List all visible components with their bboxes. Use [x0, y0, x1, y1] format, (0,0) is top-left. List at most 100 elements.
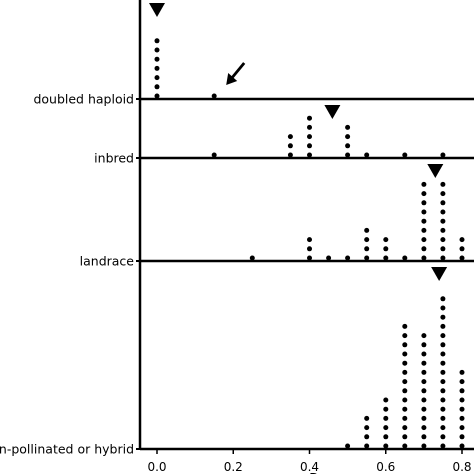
x-tick-label: 0.4 [300, 460, 319, 474]
panel-label: landrace [80, 254, 135, 269]
data-dot [383, 425, 389, 431]
data-dot [421, 369, 427, 375]
data-dot [383, 237, 389, 243]
x-tick-label: 0.8 [452, 460, 471, 474]
data-dot [459, 237, 465, 243]
data-dot [402, 351, 408, 357]
arrow-annotation [226, 62, 246, 85]
panel-4: n-pollinated or hybrid [0, 267, 474, 457]
data-dot [364, 255, 370, 261]
data-dot [440, 152, 446, 158]
data-dot [402, 360, 408, 366]
data-dot [440, 227, 446, 233]
median-marker [427, 164, 444, 178]
x-axis-title: P [309, 470, 318, 474]
data-dot [440, 425, 446, 431]
data-dot [307, 134, 312, 140]
data-dot [402, 152, 408, 158]
panel-3: landrace [80, 164, 474, 269]
data-dot [440, 434, 446, 440]
data-dot [421, 434, 427, 440]
data-dot [154, 65, 160, 71]
median-marker [324, 105, 341, 119]
data-dot [211, 152, 217, 158]
data-dot [440, 246, 446, 252]
data-dot [421, 181, 427, 187]
data-dot [402, 388, 408, 394]
data-dot [440, 237, 446, 243]
data-dot [421, 227, 427, 233]
data-dot [402, 415, 408, 421]
data-dot [345, 143, 351, 149]
data-dot [364, 443, 370, 449]
data-dot [154, 47, 160, 53]
data-dot [154, 75, 160, 81]
data-dot [402, 425, 408, 431]
data-dot [440, 369, 446, 375]
x-axis: 0.0 0.2 0.4 0.6 0.8 P [147, 449, 472, 474]
data-dot [440, 351, 446, 357]
data-dot [345, 443, 351, 449]
data-dot [421, 379, 427, 385]
data-dot [421, 406, 427, 412]
data-dot [459, 425, 465, 431]
data-dot [421, 218, 427, 224]
data-dot [440, 388, 446, 394]
data-dot [459, 255, 465, 261]
data-dot [459, 379, 465, 385]
data-dot [402, 443, 408, 449]
data-dot [154, 38, 160, 44]
data-dot [421, 443, 427, 449]
data-dot [307, 124, 312, 130]
data-dot [307, 152, 312, 158]
data-dot [440, 181, 446, 187]
data-dot [421, 255, 427, 261]
data-dot [364, 152, 370, 158]
data-dot [440, 323, 446, 329]
data-dot [402, 342, 408, 348]
data-dot [364, 227, 370, 233]
data-dot [383, 246, 389, 252]
data-dot [383, 406, 389, 412]
data-dot [287, 152, 293, 158]
data-dot [421, 388, 427, 394]
data-dot [440, 443, 446, 449]
data-dot [307, 246, 312, 252]
data-dot [307, 255, 312, 261]
data-dot [459, 443, 465, 449]
data-dot [421, 425, 427, 431]
data-dot [364, 415, 370, 421]
data-dot [383, 255, 389, 261]
data-dot [421, 351, 427, 357]
data-dot [383, 443, 389, 449]
data-dot [211, 93, 217, 99]
data-dot [421, 246, 427, 252]
data-dot [459, 246, 465, 252]
data-dot [402, 397, 408, 403]
x-tick-label: 0.2 [224, 460, 243, 474]
data-dot [154, 93, 160, 99]
data-dot [249, 255, 255, 261]
data-dot [459, 434, 465, 440]
data-dot [383, 397, 389, 403]
data-dot [440, 406, 446, 412]
data-dot [459, 388, 465, 394]
data-dot [459, 397, 465, 403]
data-dot [326, 255, 332, 261]
data-dot [287, 143, 293, 149]
data-dot [421, 209, 427, 215]
data-dot [440, 191, 446, 197]
data-dot [440, 200, 446, 206]
panels: doubled haploid inbred landrace n-pollinate… [0, 3, 474, 457]
data-dot [383, 415, 389, 421]
data-dot [307, 115, 312, 121]
data-dot [383, 434, 389, 440]
data-dot [402, 333, 408, 339]
panel-label: doubled haploid [33, 92, 134, 107]
data-dot [345, 152, 351, 158]
data-dot [459, 415, 465, 421]
panel-1: doubled haploid [33, 3, 474, 107]
x-tick-label: 0.6 [376, 460, 395, 474]
data-dot [364, 237, 370, 243]
